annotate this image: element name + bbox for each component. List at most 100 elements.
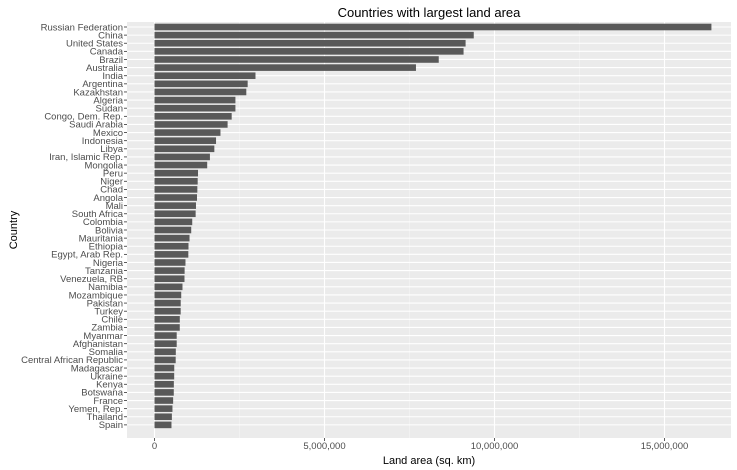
bar — [154, 210, 196, 218]
y-tick-label: Colombia — [83, 217, 124, 228]
y-tick-label: Pakistan — [87, 298, 123, 309]
y-tick-label: Somalia — [89, 347, 124, 358]
bar — [154, 372, 175, 380]
y-tick-label: Algeria — [93, 95, 123, 106]
bar — [154, 332, 177, 339]
y-tick-label: Thailand — [87, 412, 123, 423]
bar — [154, 129, 221, 136]
y-tick-label: Saudi Arabia — [69, 120, 124, 131]
bar — [154, 194, 197, 201]
y-tick-label: Botswana — [81, 388, 123, 399]
bar — [154, 218, 193, 226]
bar — [154, 251, 189, 258]
bar — [154, 307, 181, 315]
bar — [154, 364, 175, 372]
y-tick-label: Canada — [90, 47, 124, 58]
y-tick-label: Russian Federation — [41, 22, 123, 33]
bar — [154, 291, 182, 299]
bar — [154, 380, 174, 388]
bar — [154, 234, 190, 242]
y-tick-label: Bolivia — [95, 225, 124, 236]
y-tick-label: Mexico — [93, 128, 123, 139]
bar — [154, 316, 180, 323]
bar — [154, 31, 474, 39]
bar — [154, 64, 416, 71]
bar — [154, 161, 208, 169]
y-tick-label: Australia — [86, 63, 124, 74]
bar — [154, 324, 180, 331]
y-tick-label: Argentina — [82, 79, 123, 90]
bar — [154, 177, 198, 185]
y-tick-label: China — [98, 30, 124, 41]
bar — [154, 299, 181, 307]
y-tick-label: Turkey — [94, 307, 123, 318]
y-tick-label: Spain — [99, 420, 123, 431]
x-tick-label: 5,000,000 — [303, 441, 345, 452]
bar — [154, 202, 196, 209]
y-tick-label: Myanmar — [83, 331, 123, 342]
y-tick-label: Chile — [101, 315, 123, 326]
bar — [154, 421, 172, 429]
y-axis-title: Country — [8, 210, 20, 249]
y-tick-label: Angola — [93, 193, 123, 204]
bar — [154, 397, 174, 404]
bar — [154, 145, 215, 153]
bar — [154, 23, 712, 31]
y-tick-label: Central African Republic — [21, 355, 123, 366]
y-tick-label: Kazakhstan — [73, 87, 123, 98]
bar — [154, 72, 256, 80]
y-tick-label: Zambia — [91, 323, 123, 334]
y-tick-label: Namibia — [88, 282, 124, 293]
y-tick-label: Chad — [100, 185, 123, 196]
y-tick-label: Iran, Islamic Rep. — [49, 152, 123, 163]
bar — [154, 259, 186, 266]
bars — [154, 23, 712, 429]
bar — [154, 356, 176, 364]
y-tick-label: Peru — [103, 168, 123, 179]
bar — [154, 283, 183, 291]
y-tick-label: Ethiopia — [89, 242, 124, 253]
chart-title: Countries with largest land area — [338, 5, 522, 20]
y-tick-label: Ukraine — [90, 371, 123, 382]
y-tick-label: Nigeria — [93, 258, 124, 269]
bar — [154, 48, 464, 55]
y-tick-label: Indonesia — [82, 136, 124, 147]
bar — [154, 137, 217, 144]
bar — [154, 413, 172, 421]
bar — [154, 340, 177, 347]
y-tick-label: France — [93, 396, 123, 407]
y-tick-label: Mali — [106, 201, 123, 212]
y-tick-label: Congo, Dem. Rep. — [44, 112, 123, 123]
bar — [154, 186, 198, 193]
y-tick-label: Madagascar — [71, 363, 123, 374]
x-axis-title: Land area (sq. km) — [383, 455, 475, 467]
y-tick-label: Kenya — [96, 380, 124, 391]
y-tick-label: Egypt, Arab Rep. — [51, 250, 123, 261]
x-tick-label: 0 — [152, 441, 157, 452]
bar — [154, 153, 210, 161]
x-tick-label: 10,000,000 — [471, 441, 519, 452]
y-tick-label: Mongolia — [84, 160, 123, 171]
bar — [154, 275, 185, 283]
bar — [154, 88, 247, 96]
bar — [154, 169, 199, 177]
bar — [154, 267, 185, 274]
y-tick-label: India — [102, 71, 123, 82]
bar — [154, 56, 439, 63]
y-tick-label: Niger — [100, 177, 123, 188]
bar — [154, 113, 232, 120]
bar — [154, 389, 174, 396]
x-tick-label: 15,000,000 — [641, 441, 689, 452]
y-tick-label: Mozambique — [69, 290, 123, 301]
bar — [154, 405, 173, 412]
bar — [154, 121, 228, 128]
y-tick-label: Tanzania — [85, 266, 124, 277]
y-tick-label: Afghanistan — [73, 339, 123, 350]
bar — [154, 242, 189, 250]
y-tick-label: Sudan — [96, 104, 123, 115]
y-tick-label: Libya — [100, 144, 123, 155]
y-tick-label: Brazil — [99, 55, 123, 66]
